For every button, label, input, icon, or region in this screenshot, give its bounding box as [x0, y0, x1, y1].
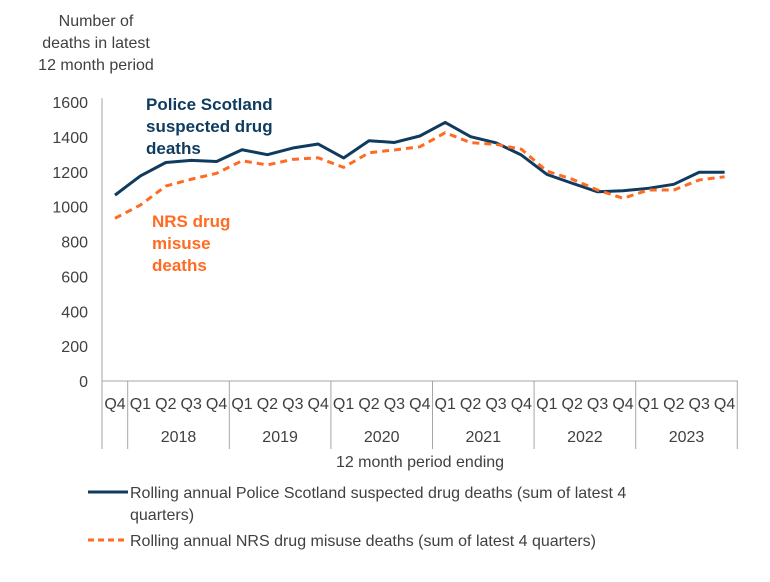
- y-tick-label: 200: [61, 339, 88, 356]
- y-tick-label: 0: [79, 374, 88, 391]
- year-label: 2018: [161, 429, 197, 446]
- x-tick-label: Q1: [130, 396, 151, 413]
- y-tick-label: 800: [61, 235, 88, 252]
- annotation-line: NRS drug: [152, 212, 230, 231]
- x-tick-label: Q1: [638, 396, 659, 413]
- x-tick-label: Q1: [333, 396, 354, 413]
- y-axis-label: Number of deaths in latest 12 month peri…: [38, 13, 154, 74]
- y-axis-label-line: 12 month period: [38, 57, 154, 74]
- x-tick-label: Q4: [104, 396, 125, 413]
- x-tick-label: Q1: [231, 396, 252, 413]
- annotation-line: misuse: [152, 234, 211, 253]
- annotation-line: Police Scotland: [146, 95, 273, 114]
- x-tick-label: Q2: [257, 396, 278, 413]
- x-tick-label: Q1: [435, 396, 456, 413]
- annotation-line: deaths: [146, 139, 201, 158]
- y-tick-label: 1400: [52, 130, 88, 147]
- annotation-nrs: NRS drug misuse deaths: [152, 212, 230, 275]
- x-tick-label: Q3: [181, 396, 202, 413]
- annotation-line: deaths: [152, 256, 207, 275]
- x-tick-label: Q4: [511, 396, 532, 413]
- y-tick-label: 1000: [52, 200, 88, 217]
- year-label: 2020: [364, 429, 400, 446]
- x-tick-label: Q3: [384, 396, 405, 413]
- x-tick-label: Q4: [308, 396, 329, 413]
- y-tick-label: 1200: [52, 165, 88, 182]
- legend: Rolling annual Police Scotland suspected…: [88, 485, 626, 550]
- legend-label: Rolling annual NRS drug misuse deaths (s…: [130, 533, 596, 550]
- year-label: 2022: [567, 429, 603, 446]
- x-tick-label: Q3: [689, 396, 710, 413]
- y-axis-label-line: Number of: [59, 13, 134, 30]
- x-tick-label: Q2: [358, 396, 379, 413]
- x-tick-label: Q3: [587, 396, 608, 413]
- x-tick-label: Q2: [460, 396, 481, 413]
- legend-label: quarters): [130, 507, 194, 524]
- legend-label: Rolling annual Police Scotland suspected…: [130, 485, 626, 502]
- year-label: 2023: [669, 429, 705, 446]
- x-tick-label: Q4: [409, 396, 430, 413]
- x-tick-label: Q4: [612, 396, 633, 413]
- annotation-line: suspected drug: [146, 117, 273, 136]
- x-tick-label: Q3: [485, 396, 506, 413]
- year-label: 2021: [466, 429, 502, 446]
- x-tick-label: Q1: [536, 396, 557, 413]
- y-axis-label-line: deaths in latest: [42, 35, 150, 52]
- y-tick-label: 400: [61, 304, 88, 321]
- x-tick-label: Q3: [282, 396, 303, 413]
- x-axis-label: 12 month period ending: [336, 454, 504, 471]
- series-line-nrs: [115, 133, 725, 219]
- year-label: 2019: [262, 429, 298, 446]
- annotation-police: Police Scotland suspected drug deaths: [146, 95, 273, 158]
- x-tick-label: Q2: [562, 396, 583, 413]
- y-tick-label: 1600: [52, 95, 88, 112]
- x-tick-label: Q2: [155, 396, 176, 413]
- x-tick-label: Q2: [663, 396, 684, 413]
- x-tick-label: Q4: [714, 396, 735, 413]
- x-tick-label: Q4: [206, 396, 227, 413]
- y-tick-label: 600: [61, 269, 88, 286]
